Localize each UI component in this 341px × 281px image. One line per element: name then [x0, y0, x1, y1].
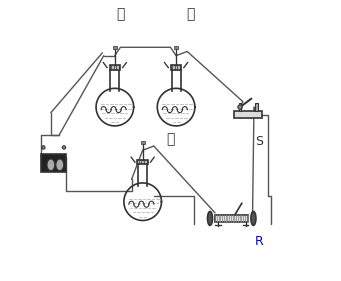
- Ellipse shape: [251, 211, 256, 225]
- Circle shape: [62, 146, 65, 149]
- Bar: [141, 141, 145, 144]
- Text: S: S: [255, 135, 264, 148]
- Circle shape: [238, 105, 242, 109]
- Ellipse shape: [56, 159, 64, 171]
- Bar: [113, 46, 117, 49]
- Bar: [174, 46, 178, 49]
- Text: 丙: 丙: [166, 132, 175, 146]
- Text: R: R: [255, 235, 264, 248]
- Bar: [171, 65, 181, 70]
- Bar: [41, 155, 66, 172]
- Bar: [235, 111, 262, 118]
- Bar: [239, 103, 241, 111]
- Text: 乙: 乙: [186, 7, 194, 21]
- Circle shape: [42, 146, 45, 149]
- Bar: [215, 214, 248, 222]
- Bar: [137, 160, 148, 164]
- Bar: [255, 103, 258, 111]
- Ellipse shape: [47, 159, 55, 171]
- Ellipse shape: [208, 211, 212, 225]
- Bar: [109, 65, 120, 70]
- Text: 甲: 甲: [116, 7, 124, 21]
